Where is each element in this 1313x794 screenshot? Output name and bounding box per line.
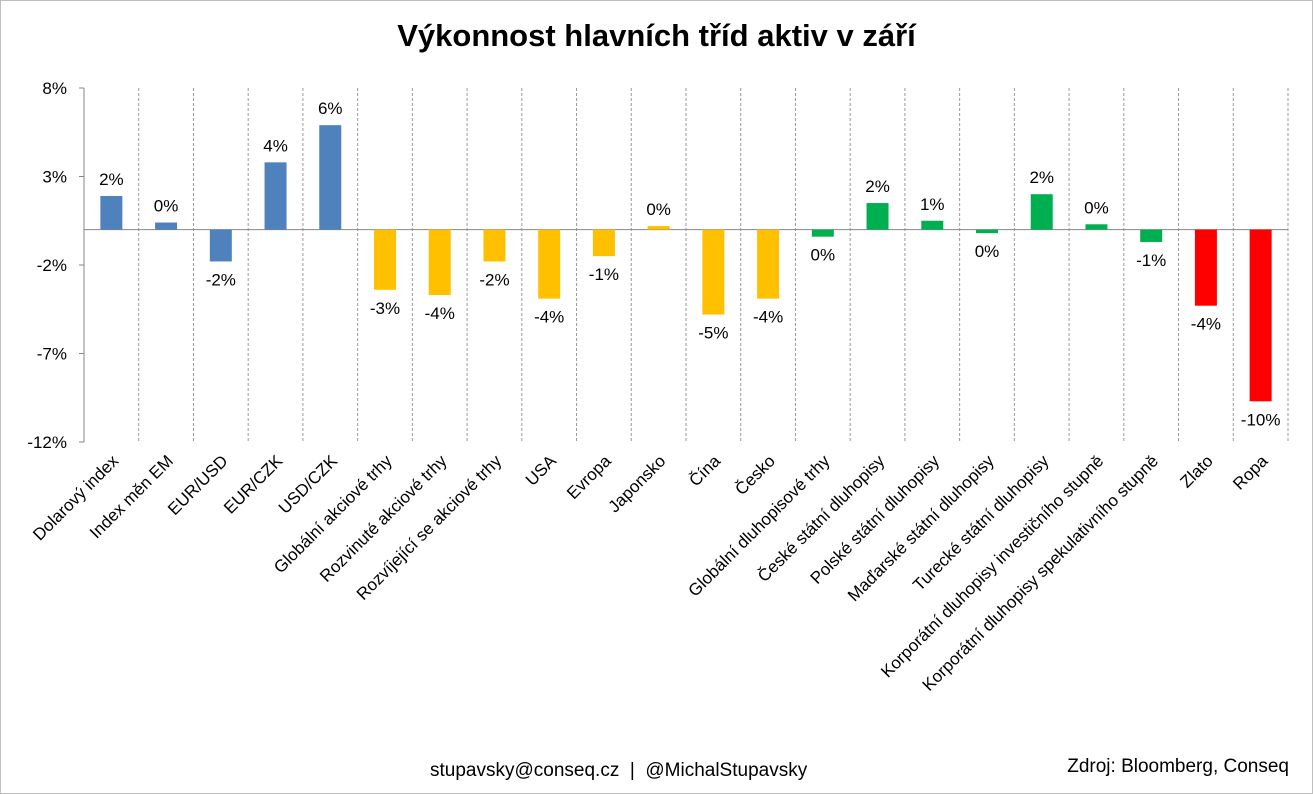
data-label: -2% <box>479 270 509 289</box>
bar <box>811 229 834 237</box>
data-label: 0% <box>154 197 179 216</box>
bar <box>1030 194 1053 230</box>
x-tick-label: Ropa <box>1229 451 1272 494</box>
bar <box>319 125 342 230</box>
footer-contact: stupavsky@conseq.cz | @MichalStupavsky <box>430 760 808 781</box>
x-tick-label: Čína <box>685 451 724 490</box>
data-label: -4% <box>425 304 455 323</box>
y-tick-label-layer: 8% 3% -2% -7% -12% <box>27 79 67 452</box>
bar <box>428 229 451 296</box>
axis-layer <box>79 87 1288 443</box>
x-tick-label: Evropa <box>563 451 615 503</box>
data-label: 4% <box>263 136 288 155</box>
data-label: -1% <box>589 265 619 284</box>
bar <box>264 162 287 230</box>
data-label: -5% <box>698 324 728 343</box>
bar <box>1140 229 1163 242</box>
bar-layer <box>100 125 1272 402</box>
x-tick-label: EUR/CZK <box>220 451 287 518</box>
bar <box>538 229 561 299</box>
data-label: 0% <box>811 246 836 265</box>
data-label-layer: 2% 0% -2% 4% 6% -3% -4% -2% -4% -1% 0% -5% -4% 0% 2% 1%… <box>99 99 1280 429</box>
data-label: 1% <box>920 195 945 214</box>
x-tick-label: Zlato <box>1177 451 1217 491</box>
bar <box>592 229 615 257</box>
y-tick-label: 3% <box>42 168 67 187</box>
bar <box>374 229 396 290</box>
data-label: -1% <box>1136 251 1166 270</box>
bar <box>1194 229 1217 306</box>
bar <box>1249 229 1272 402</box>
grid-layer <box>138 88 1289 442</box>
data-label: -4% <box>1191 315 1221 334</box>
bar <box>1085 224 1108 230</box>
bar <box>976 229 998 234</box>
bar <box>702 229 725 315</box>
y-tick-label: -2% <box>37 256 67 275</box>
data-label: -4% <box>753 308 783 327</box>
x-tick-label: EUR/USD <box>164 451 232 519</box>
y-tick-label: 8% <box>42 79 67 98</box>
data-label: 2% <box>865 177 890 196</box>
data-label: 0% <box>975 242 1000 261</box>
y-tick-label: -7% <box>37 345 67 364</box>
data-label: 2% <box>99 170 124 189</box>
bar <box>100 195 123 230</box>
data-label: -4% <box>534 308 564 327</box>
bar <box>921 220 944 230</box>
data-label: -10% <box>1241 410 1281 429</box>
footer-source: Zdroj: Bloomberg, Conseq <box>1067 756 1289 777</box>
x-tick-label: Česko <box>731 451 779 499</box>
y-tick-label: -12% <box>27 433 67 452</box>
x-tick-label: Japonsko <box>605 451 670 516</box>
bar <box>209 229 232 262</box>
data-label: 6% <box>318 99 343 118</box>
data-label: 0% <box>1084 198 1109 217</box>
bar <box>757 229 780 299</box>
data-label: 0% <box>646 200 671 219</box>
x-tick-label: USA <box>522 451 561 490</box>
bar <box>483 229 506 262</box>
data-label: -2% <box>206 270 236 289</box>
data-label: -3% <box>370 299 400 318</box>
bar <box>866 203 889 230</box>
chart-title: Výkonnost hlavních tříd aktiv v září <box>397 18 916 53</box>
bar <box>647 226 670 230</box>
data-label: 2% <box>1029 168 1054 187</box>
bar <box>155 222 178 230</box>
